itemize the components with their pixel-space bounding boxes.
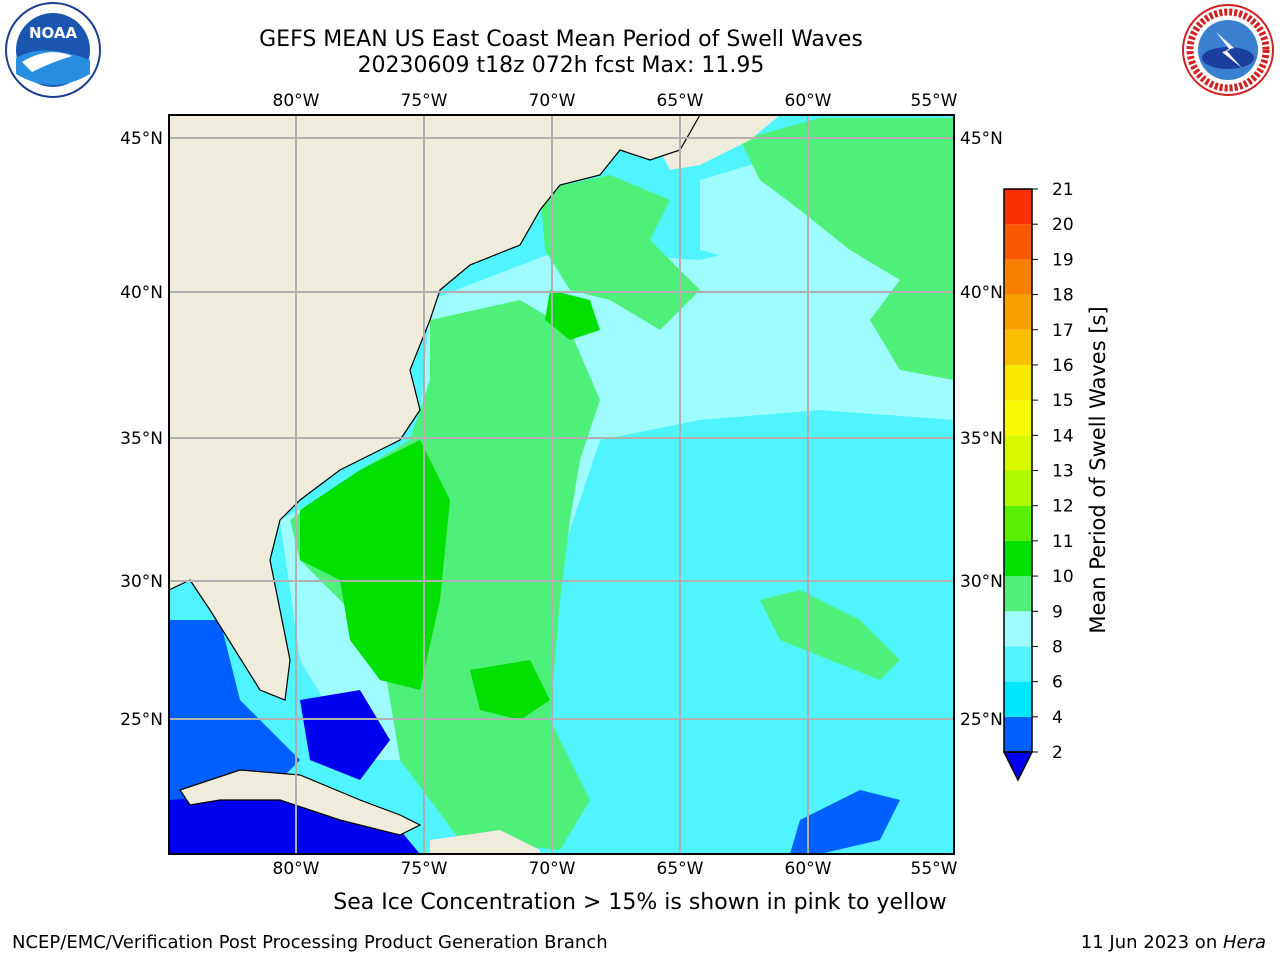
lat-tick-label: 35°N [120, 429, 163, 449]
colorbar-under-triangle [1002, 751, 1034, 782]
lon-tick-label: 80°W [273, 859, 320, 879]
coastline [169, 115, 701, 701]
colorbar-segment [1004, 400, 1032, 436]
colorbar-segment [1004, 681, 1032, 717]
sea-ice-note: Sea Ice Concentration > 15% is shown in … [333, 890, 947, 915]
nws-logo [1182, 4, 1274, 96]
colorbar-level-label: 16 [1052, 356, 1074, 376]
colorbar-segment [1004, 259, 1032, 295]
land-cuba [180, 770, 420, 835]
noaa-logo-text: NOAA [29, 24, 78, 42]
lon-tick-label: 55°W [911, 91, 958, 111]
land-hispaniola [430, 830, 540, 854]
colorbar-level-label: 21 [1052, 180, 1074, 200]
colorbar-level-label: 10 [1052, 567, 1074, 587]
swell-zone-9-10-se [760, 590, 900, 680]
swell-zone-10-11-north [545, 290, 600, 340]
colorbar: 2 4 6 8 9 10 11 12 13 14 15 16 17 18 19 20 21 [1002, 180, 1074, 782]
colorbar-segment [1004, 435, 1032, 471]
colorbar-level-label: 2 [1052, 743, 1063, 763]
colorbar-level-label: 11 [1052, 532, 1074, 552]
se-low-period [790, 790, 900, 854]
colorbar-segment [1004, 576, 1032, 612]
lat-tick-label: 30°N [120, 572, 163, 592]
colorbar-segment [1004, 716, 1032, 752]
colorbar-level-label: 13 [1052, 462, 1074, 482]
colorbar-segment [1004, 189, 1032, 225]
lon-ticks-bottom: 80°W 75°W 70°W 65°W 60°W 55°W [273, 859, 958, 879]
lon-tick-label: 60°W [785, 859, 832, 879]
chart-subtitle: 20230609 t18z 072h fcst Max: 11.95 [357, 53, 765, 78]
colorbar-level-label: 15 [1052, 391, 1074, 411]
map-frame [168, 114, 955, 855]
swell-zone-10-11 [300, 440, 450, 690]
colorbar-segment [1004, 540, 1032, 577]
lat-tick-label: 35°N [960, 429, 1003, 449]
colorbar-level-label: 17 [1052, 321, 1074, 341]
colorbar-segment [1004, 329, 1032, 365]
map-content [169, 115, 954, 854]
colorbar-segment [1004, 646, 1032, 682]
lat-tick-label: 45°N [960, 129, 1003, 149]
lon-tick-label: 70°W [529, 91, 576, 111]
chart-title: GEFS MEAN US East Coast Mean Period of S… [259, 27, 863, 52]
footer-credit: NCEP/EMC/Verification Post Processing Pr… [12, 932, 608, 953]
colorbar-level-label: 8 [1052, 637, 1063, 657]
lon-tick-label: 80°W [273, 91, 320, 111]
colorbar-segment [1004, 294, 1032, 330]
colorbar-level-label: 19 [1052, 250, 1074, 270]
land-north-america [169, 115, 700, 700]
footer-date-text: 11 Jun 2023 on [1080, 932, 1223, 953]
coastline-cuba [179, 769, 422, 836]
colorbar-level-label: 20 [1052, 215, 1074, 235]
colorbar-segment [1004, 224, 1032, 260]
colorbar-level-label: 4 [1052, 708, 1063, 728]
graticule [169, 115, 954, 854]
lon-tick-label: 60°W [785, 91, 832, 111]
footer-date: 11 Jun 2023 on Hera [1081, 932, 1266, 953]
colorbar-segment [1004, 364, 1032, 401]
swell-zone-9-10-east [740, 118, 954, 380]
lon-tick-label: 55°W [911, 859, 958, 879]
lat-ticks-right: 45°N 40°N 35°N 30°N 25°N [960, 129, 1003, 730]
land-nova-scotia [660, 115, 780, 170]
lon-tick-label: 70°W [529, 859, 576, 879]
colorbar-segment [1004, 505, 1032, 541]
lat-tick-label: 45°N [120, 129, 163, 149]
lon-tick-label: 75°W [401, 859, 448, 879]
lon-tick-label: 65°W [657, 859, 704, 879]
gulf-low-period [169, 620, 300, 810]
caribbean-low-period [169, 790, 420, 854]
lon-tick-label: 75°W [401, 91, 448, 111]
lon-ticks-top: 80°W 75°W 70°W 65°W 60°W 55°W [273, 91, 958, 111]
lat-ticks-left: 45°N 40°N 35°N 30°N 25°N [120, 129, 163, 730]
colorbar-level-label: 12 [1052, 497, 1074, 517]
colorbar-level-label: 14 [1052, 426, 1074, 446]
lat-tick-label: 30°N [960, 572, 1003, 592]
lat-tick-label: 40°N [120, 283, 163, 303]
colorbar-title: Mean Period of Swell Waves [s] [1086, 306, 1110, 633]
lat-tick-label: 40°N [960, 283, 1003, 303]
colorbar-segment [1004, 470, 1032, 506]
colorbar-level-label: 6 [1052, 673, 1063, 693]
swell-zone-10-11-south [470, 660, 550, 720]
colorbar-segment [1004, 611, 1032, 647]
lat-tick-label: 25°N [960, 710, 1003, 730]
colorbar-level-label: 18 [1052, 286, 1074, 306]
colorbar-level-label: 9 [1052, 602, 1063, 622]
lon-tick-label: 65°W [657, 91, 704, 111]
lat-tick-label: 25°N [120, 710, 163, 730]
footer-machine: Hera [1222, 932, 1266, 953]
noaa-logo: NOAA [5, 2, 101, 98]
bahamas-low-period [300, 690, 390, 780]
